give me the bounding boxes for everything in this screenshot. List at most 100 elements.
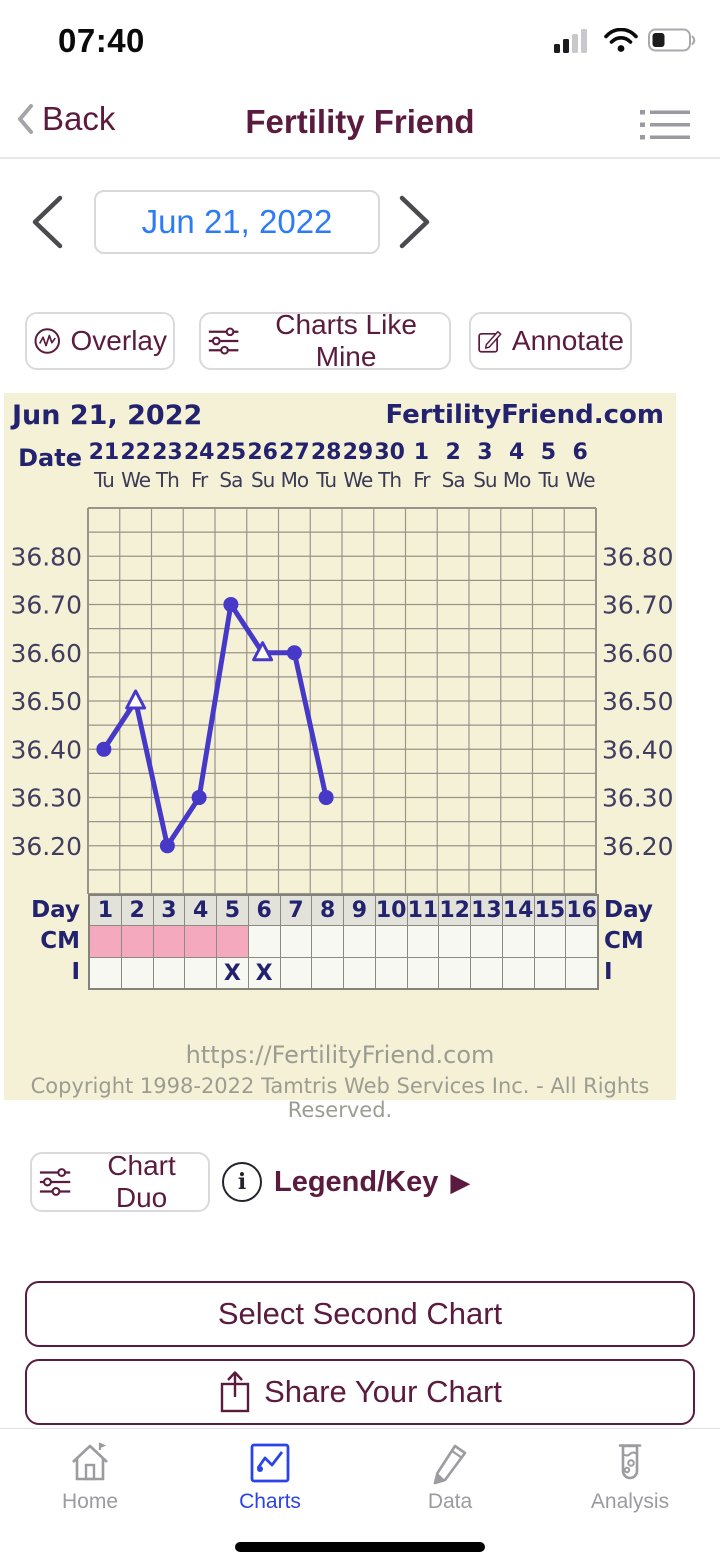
weekday-cell: We <box>565 468 596 492</box>
home-indicator[interactable] <box>235 1542 485 1552</box>
day-number-cell: 2 <box>121 896 154 926</box>
tab-home[interactable]: Home <box>0 1429 180 1529</box>
tab-charts-label: Charts <box>239 1490 301 1513</box>
date-cell: 1 <box>413 440 430 465</box>
overlay-wave-icon <box>34 328 61 354</box>
test-tube-icon <box>618 1444 642 1480</box>
weekday-cell: We <box>121 468 151 492</box>
cm-cell <box>121 926 154 958</box>
tab-analysis-label: Analysis <box>590 1490 670 1513</box>
date-cell: 2 <box>445 440 461 465</box>
temp-marker-circle <box>159 838 175 854</box>
wifi-icon <box>604 28 638 52</box>
chevron-left-icon <box>32 195 63 249</box>
chart-url: https://FertilityFriend.com <box>185 1041 495 1069</box>
temp-marker-circle <box>286 645 302 661</box>
temp-marker-circle <box>318 789 334 806</box>
legend-key-button[interactable]: i Legend/Key ▶ <box>222 1152 470 1212</box>
info-icon: i <box>222 1162 262 1202</box>
i-row-label-right: I <box>604 959 613 985</box>
cm-cell <box>280 926 313 958</box>
annotate-pencil-icon <box>478 330 502 353</box>
chart-watermark: FertilityFriend.com <box>385 400 664 430</box>
disclosure-arrow-icon: ▶ <box>450 1166 471 1197</box>
weekdays-row: Tu We Th Fr Sa Su Mo Tu We Th Fr Sa Su Mo Tu We <box>88 468 596 492</box>
intercourse-cell <box>312 958 344 988</box>
share-your-chart-label: Share Your Chart <box>264 1374 502 1409</box>
y-tick-label-left: 36.70 <box>10 590 82 619</box>
y-tick-label-right: 36.60 <box>602 639 674 668</box>
weekday-cell: Sa <box>219 468 243 492</box>
cm-cell <box>502 926 535 958</box>
previous-date-button[interactable] <box>28 194 66 253</box>
cm-cell <box>534 926 567 958</box>
intercourse-cell <box>153 958 186 988</box>
chart-copyright: Copyright 1998-2022 Tamtris Web Services… <box>30 1074 650 1122</box>
intercourse-cell <box>407 958 440 988</box>
next-date-button[interactable] <box>396 194 434 253</box>
intercourse-cell <box>90 958 122 988</box>
y-tick-label-right: 36.80 <box>602 542 674 571</box>
menu-button[interactable] <box>638 104 692 149</box>
date-axis-label: Date <box>18 444 82 472</box>
back-chevron-icon <box>18 104 33 134</box>
nav-divider <box>0 157 720 159</box>
charts-like-mine-button[interactable]: Charts Like Mine <box>199 309 451 372</box>
intercourse-cell: X <box>217 958 249 988</box>
intercourse-cell <box>185 958 217 988</box>
cm-cell <box>375 926 408 958</box>
cm-cell <box>312 926 344 958</box>
weekday-cell: Th <box>155 468 180 492</box>
select-second-chart-button[interactable]: Select Second Chart <box>25 1281 695 1347</box>
intercourse-cell <box>566 958 597 988</box>
weekday-cell: Su <box>250 468 275 492</box>
sliders-icon <box>39 1168 71 1196</box>
temp-marker-circle <box>96 741 112 757</box>
weekday-cell: Tu <box>93 468 115 492</box>
weekday-cell: Fr <box>413 468 430 492</box>
date-cell: 29 <box>342 440 374 465</box>
intercourse-cell <box>534 958 567 988</box>
day-number-cell: 6 <box>248 896 281 926</box>
cm-cell <box>566 926 597 958</box>
tab-data[interactable]: Data <box>360 1429 540 1529</box>
chart-duo-button[interactable]: Chart Duo <box>30 1150 210 1213</box>
tab-charts[interactable]: Charts <box>180 1429 360 1529</box>
weekday-cell: Mo <box>502 468 531 492</box>
charts-icon <box>250 1443 290 1483</box>
y-tick-label-right: 36.40 <box>602 735 674 764</box>
date-cell: 23 <box>152 440 183 465</box>
temp-marker-circle <box>191 789 207 806</box>
date-picker[interactable]: Jun 21, 2022 <box>94 190 380 254</box>
day-number-cell: 1 <box>90 896 122 926</box>
cm-cell <box>439 926 471 958</box>
weekday-cell: Su <box>473 468 497 492</box>
cm-cell <box>185 926 217 958</box>
intercourse-cell <box>502 958 535 988</box>
date-cell: 6 <box>572 440 588 465</box>
y-tick-label-right: 36.20 <box>602 832 674 861</box>
day-number-cell: 12 <box>439 896 471 926</box>
day-number-cell: 7 <box>280 896 313 926</box>
intercourse-cell <box>344 958 376 988</box>
day-row-label-right: Day <box>604 897 653 923</box>
y-tick-label-left: 36.50 <box>10 687 82 716</box>
status-time: 07:40 <box>58 22 145 59</box>
back-button[interactable]: Back <box>16 100 115 138</box>
date-numbers-row: 21 22 23 24 25 26 27 28 29 30 1 2 3 4 5 6 <box>88 440 596 465</box>
day-number-cell: 9 <box>344 896 376 926</box>
share-your-chart-button[interactable]: Share Your Chart <box>25 1359 695 1425</box>
cm-cell <box>471 926 503 958</box>
weekday-cell: Sa <box>441 468 466 492</box>
overlay-button[interactable]: Overlay <box>25 312 175 370</box>
tab-analysis[interactable]: Analysis <box>540 1429 720 1529</box>
legend-key-label: Legend/Key <box>274 1165 439 1198</box>
y-tick-label-left: 36.20 <box>10 832 82 861</box>
back-label: Back <box>42 100 116 137</box>
date-cell: 27 <box>279 440 310 465</box>
tab-data-label: Data <box>427 1490 473 1513</box>
annotate-button[interactable]: Annotate <box>469 312 632 370</box>
intercourse-cell <box>121 958 154 988</box>
